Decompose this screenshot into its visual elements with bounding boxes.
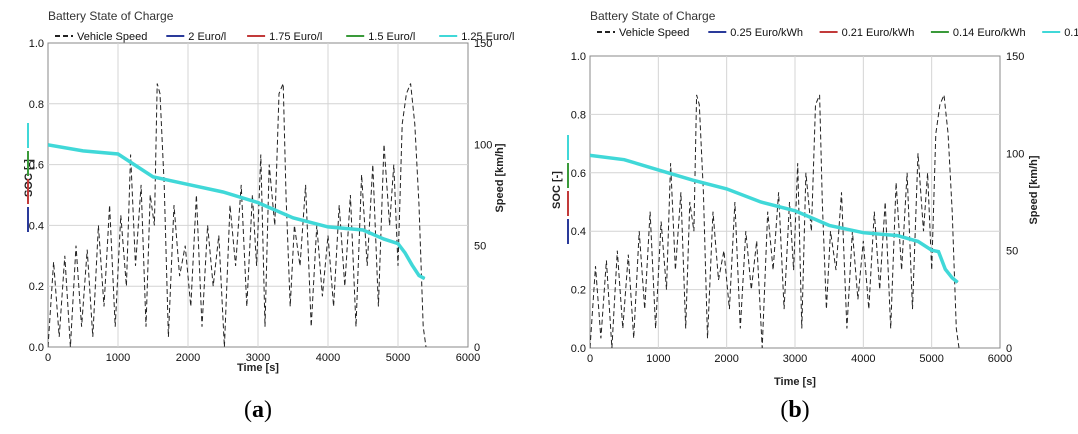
chart-b-caption-close: )	[802, 397, 810, 423]
chart-a-x-tick-label: 0	[45, 352, 51, 364]
chart-b-x-tick-label: 4000	[851, 353, 875, 365]
chart-b-series-line	[590, 153, 959, 284]
chart-a-legend-entry: Vehicle Speed	[55, 31, 147, 43]
chart-b-legend-entry: 0.21 Euro/kWh	[819, 27, 915, 39]
chart-a-title: Battery State of Charge	[48, 9, 174, 23]
chart-a-y2-tick-label: 150	[474, 38, 492, 50]
chart-a-legend-entry: 1.5 Euro/l	[346, 31, 415, 43]
chart-b-legend-label: 0.21 Euro/kWh	[842, 27, 915, 39]
chart-b-y-tick-label: 0.2	[571, 285, 586, 297]
chart-a-y2-tick-label: 100	[474, 139, 492, 151]
chart-a-x-tick-label: 5000	[386, 352, 410, 364]
chart-b-x-tick-label: 3000	[783, 353, 807, 365]
chart-b-y2-tick-label: 100	[1006, 148, 1024, 160]
chart-a-legend-label: Vehicle Speed	[77, 31, 147, 43]
chart-b-x-tick-label: 6000	[988, 353, 1012, 365]
chart-b-legend-entry: 0.25 Euro/kWh	[708, 27, 803, 39]
chart-b-x-tick-label: 1000	[646, 353, 670, 365]
chart-b-series-line	[590, 94, 960, 348]
chart-b-legend-entry: 0.1 Euro/kWh	[1042, 27, 1078, 39]
chart-b-legend-entry: 0.14 Euro/kWh	[930, 27, 1026, 39]
chart-a-legend-label: 1.5 Euro/l	[368, 31, 415, 43]
chart-b-x-tick-label: 5000	[919, 353, 943, 365]
chart-a-y2-tick-label: 0	[474, 342, 480, 354]
chart-a-series-line	[48, 83, 427, 347]
chart-b-y2-tick-label: 0	[1006, 343, 1012, 355]
chart-a-x-tick-label: 6000	[456, 352, 480, 364]
chart-a-caption: (a)	[244, 397, 272, 423]
chart-b-x-tick-label: 0	[587, 353, 593, 365]
chart-a-caption-close: )	[264, 397, 272, 423]
chart-a-series-line	[48, 143, 426, 281]
chart-a-y-tick-label: 0.4	[29, 220, 44, 232]
chart-b-caption: (b)	[780, 397, 809, 423]
chart-b-legend-label: 0.25 Euro/kWh	[730, 27, 803, 39]
chart-b-x-tick-label: 2000	[714, 353, 738, 365]
chart-b-y-axis-label: SOC [-]	[551, 171, 563, 209]
chart-a-y-tick-label: 0.2	[29, 281, 44, 293]
chart-b-caption-open: (	[780, 397, 788, 423]
chart-a-legend-entry: 1.75 Euro/l	[247, 31, 322, 43]
chart-a-y-tick-label: 0.0	[29, 342, 44, 354]
chart-a: 0 1000 2000 3000 4000 5000 60000.00.20.40.60.8…	[23, 9, 514, 423]
chart-b-y2-tick-label: 150	[1006, 51, 1024, 63]
chart-a-y-tick-label: 1.0	[29, 38, 44, 50]
chart-a-x-tick-label: 1000	[106, 352, 130, 364]
chart-b-y2-tick-label: 50	[1006, 246, 1018, 258]
chart-a-legend-label: 1.25 Euro/l	[461, 31, 514, 43]
chart-b-y-tick-label: 0.8	[571, 109, 586, 121]
chart-a-y-axis-label: SOC [-]	[23, 159, 35, 197]
chart-a-y-tick-label: 0.6	[29, 160, 44, 172]
chart-b-y2-axis-label: Speed [km/h]	[1028, 155, 1040, 224]
chart-b-title: Battery State of Charge	[590, 9, 716, 23]
chart-b-x-axis-label: Time [s]	[774, 376, 816, 388]
chart-b-legend-label: 0.1 Euro/kWh	[1064, 27, 1078, 39]
chart-a-x-axis-label: Time [s]	[237, 362, 279, 374]
chart-a-y2-tick-label: 50	[474, 241, 486, 253]
chart-b-legend-label: Vehicle Speed	[619, 27, 689, 39]
chart-b-legend-label: 0.14 Euro/kWh	[953, 27, 1026, 39]
chart-a-legend-label: 1.75 Euro/l	[269, 31, 322, 43]
chart-a-y-tick-label: 0.8	[29, 99, 44, 111]
chart-a-legend-entry: 2 Euro/l	[166, 31, 226, 43]
chart-b-legend-entry: Vehicle Speed	[597, 27, 689, 39]
chart-a-y2-axis-label: Speed [km/h]	[494, 143, 506, 212]
chart-a-legend-label: 2 Euro/l	[188, 31, 226, 43]
chart-b-y-tick-label: 1.0	[571, 51, 586, 63]
chart-b-y-tick-label: 0.0	[571, 343, 586, 355]
chart-a-legend-entry: 1.25 Euro/l	[439, 31, 514, 43]
chart-b-y-tick-label: 0.4	[571, 226, 586, 238]
chart-a-caption-open: (	[244, 397, 252, 423]
chart-a-x-tick-label: 4000	[316, 352, 340, 364]
chart-a-x-tick-label: 2000	[176, 352, 200, 364]
chart-b: 0 1000 2000 3000 4000 5000 60000.00.20.40.60.8…	[551, 9, 1078, 423]
chart-b-caption-letter: b	[788, 397, 801, 423]
chart-b-y-tick-label: 0.6	[571, 168, 586, 180]
chart-a-caption-letter: a	[252, 397, 264, 423]
chart-a-x-tick-label: 3000	[246, 352, 270, 364]
